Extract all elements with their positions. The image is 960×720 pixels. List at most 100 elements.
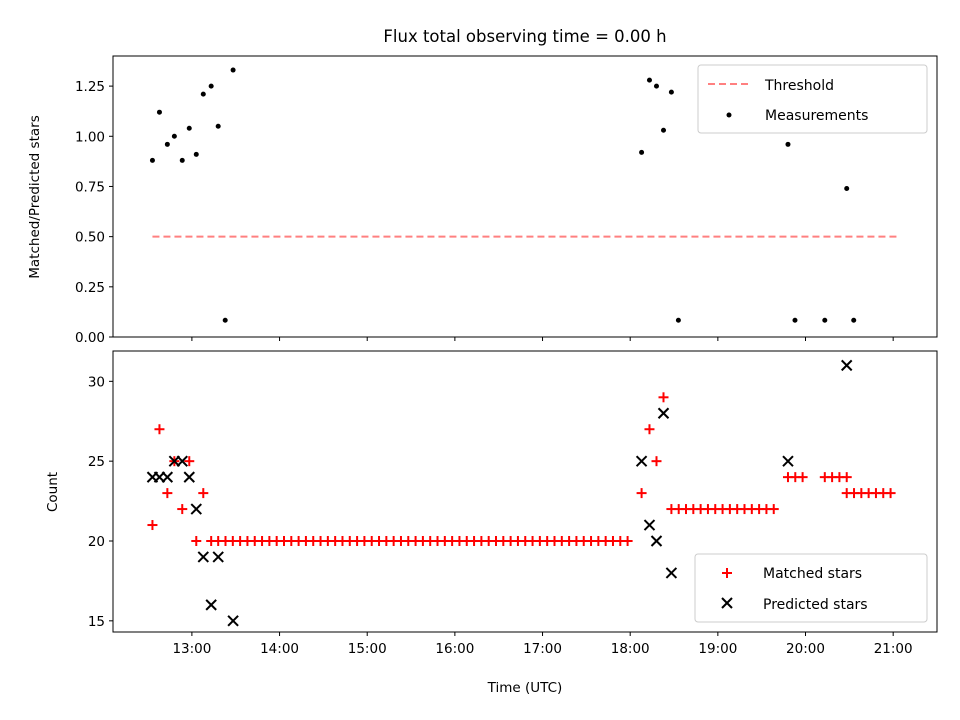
matched-star-point: [841, 472, 852, 483]
measurement-point: [668, 89, 674, 95]
predicted-star-stroke-b: [176, 455, 188, 467]
x-tick-label: 21:00: [874, 641, 913, 657]
axes-frame: [112, 350, 938, 633]
predicted-star-stroke-b: [212, 551, 224, 563]
bottom-y-axis-label: Count: [45, 472, 61, 512]
matched-star-point: [797, 472, 808, 483]
x-tick-label: 17:00: [523, 641, 562, 657]
matched-star-point: [154, 424, 165, 435]
chart-title: Flux total observing time = 0.00 h: [383, 27, 666, 46]
predicted-star-stroke-b: [841, 359, 853, 372]
measurement-point: [785, 141, 791, 147]
measurement-point: [844, 185, 850, 191]
predicted-star-point: [205, 599, 217, 611]
measurement-point: [208, 83, 214, 89]
predicted-star-stroke-b: [183, 471, 195, 483]
predicted-star-point: [635, 455, 648, 467]
predicted-star-point: [190, 503, 202, 515]
predicted-star-stroke-b: [197, 551, 209, 563]
legend-threshold-label: Threshold: [764, 78, 834, 94]
matched-star-point: [177, 504, 188, 515]
measurement-point: [171, 133, 177, 139]
bottom-plot-area: 15 20 25 30 13:00 14:00 15:00 16:00 17:00 18:00 19…: [88, 350, 938, 657]
x-axis-label: Time (UTC): [487, 680, 563, 696]
measurement-point: [179, 157, 185, 163]
predicted-star-stroke-b: [782, 455, 794, 467]
measurement-point: [215, 123, 221, 129]
bottom-y-tick-label: 25: [88, 454, 105, 470]
predicted-star-stroke-b: [190, 503, 202, 515]
predicted-star-stroke-b: [643, 519, 656, 531]
legend-matched-swatch: [722, 568, 732, 578]
top-y-tick-label: 0.25: [75, 280, 105, 296]
measurement-point: [792, 317, 798, 323]
legend-predicted-swatch: [721, 597, 733, 609]
matched-star-point: [622, 535, 633, 546]
matched-star-point: [184, 456, 195, 467]
predicted-star-point: [782, 455, 794, 467]
matched-star-point: [636, 488, 647, 499]
predicted-star-stroke-b: [205, 599, 217, 611]
measurement-point: [675, 317, 681, 323]
legend-measurements-swatch: [726, 112, 732, 118]
matched-star-point: [885, 488, 896, 499]
top-legend: Threshold Measurements: [697, 64, 928, 134]
measurement-point: [156, 109, 162, 115]
top-y-tick-label: 1.00: [75, 129, 105, 145]
measurement-point: [186, 125, 192, 131]
measurement-point: [164, 141, 170, 147]
predicted-star-point: [183, 471, 195, 483]
predicted-star-point: [643, 519, 656, 531]
top-y-tick-label: 0.00: [75, 330, 105, 346]
matched-star-point: [191, 535, 202, 546]
measurement-point: [149, 157, 155, 163]
predicted-star-point: [650, 535, 663, 547]
matched-star-point: [147, 520, 158, 531]
predicted-star-point: [197, 551, 209, 563]
predicted-star-point: [657, 407, 670, 419]
measurement-point: [230, 67, 236, 73]
top-y-tick-label: 1.25: [75, 79, 105, 95]
legend-matched-label: Matched stars: [763, 566, 862, 582]
predicted-star-stroke-b: [161, 471, 174, 483]
x-tick-label: 19:00: [698, 641, 737, 657]
x-tick-label: 20:00: [786, 641, 825, 657]
matched-star-point: [658, 392, 669, 403]
measurement-point: [200, 91, 206, 97]
measurement-point: [222, 317, 228, 323]
predicted-star-stroke-b: [657, 407, 670, 419]
top-y-tick-label: 0.50: [75, 230, 105, 246]
top-y-tick-label: 0.75: [75, 179, 105, 195]
predicted-star-point: [227, 615, 239, 627]
top-y-axis-label: Matched/Predicted stars: [27, 115, 43, 278]
predicted-star-stroke-b: [227, 615, 239, 627]
x-tick-label: 14:00: [260, 641, 299, 657]
measurement-point: [193, 151, 199, 157]
x-tick-label: 18:00: [611, 641, 650, 657]
matched-star-point: [651, 456, 662, 467]
bottom-legend: Matched stars Predicted stars: [694, 553, 928, 623]
measurement-point: [639, 149, 645, 155]
matched-star-point: [162, 488, 173, 499]
measurement-point: [822, 317, 828, 323]
legend-measurements-label: Measurements: [765, 108, 868, 124]
measurement-point: [653, 83, 659, 89]
top-plot-area: 0.00 0.25 0.50 0.75 1.00 1.25: [75, 55, 938, 346]
measurement-point: [661, 127, 667, 133]
legend-predicted-label: Predicted stars: [763, 597, 868, 613]
matched-star-point: [768, 504, 779, 515]
matched-star-point: [644, 424, 655, 435]
x-tick-label: 15:00: [348, 641, 387, 657]
predicted-star-point: [161, 471, 174, 483]
predicted-star-point: [212, 551, 224, 563]
predicted-star-stroke-b: [635, 455, 648, 467]
x-tick-label: 16:00: [435, 641, 474, 657]
predicted-star-point: [176, 455, 188, 467]
predicted-star-stroke-b: [650, 535, 663, 547]
bottom-y-tick-label: 30: [88, 374, 105, 390]
x-tick-label: 13:00: [172, 641, 211, 657]
measurement-point: [851, 317, 857, 323]
bottom-y-tick-label: 15: [88, 614, 105, 630]
bottom-y-tick-label: 20: [88, 534, 105, 550]
axes-frame: [112, 55, 938, 338]
